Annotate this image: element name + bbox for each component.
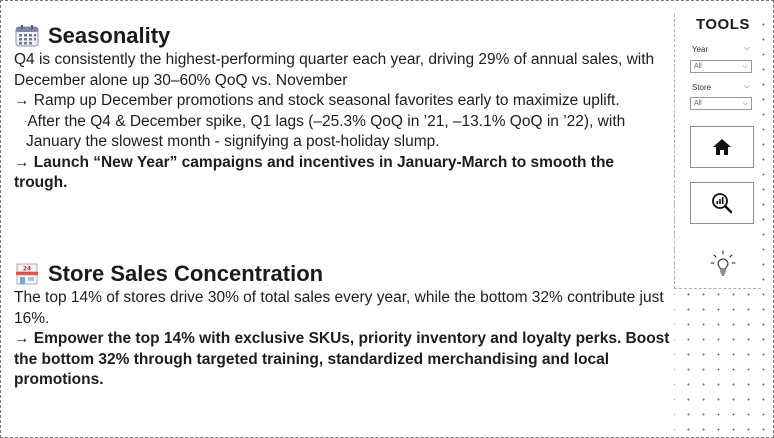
lightbulb-icon bbox=[710, 250, 736, 276]
store-slicer-collapse-icon[interactable]: ⌵ bbox=[744, 81, 751, 90]
store-concentration-heading: 24 Store Sales Concentration bbox=[14, 260, 674, 288]
seasonality-action-december: → Ramp up December promotions and stock … bbox=[14, 92, 620, 109]
tools-sidebar: TOOLS Year ⌵ All ⌵ Store ⌵ All ⌵ bbox=[674, 14, 774, 438]
seasonality-heading: Seasonality bbox=[14, 22, 670, 50]
year-slicer-value: All bbox=[694, 63, 702, 70]
store-slicer-label: Store bbox=[692, 83, 712, 92]
convenience-store-icon: 24 bbox=[14, 262, 40, 286]
bullet-dot: · bbox=[24, 115, 28, 127]
seasonality-section: Seasonality Q4 is consistently the highe… bbox=[14, 22, 670, 194]
home-button[interactable] bbox=[690, 126, 754, 168]
seasonality-finding-q4: Q4 is consistently the highest-performin… bbox=[14, 51, 655, 89]
store-slicer-dropdown[interactable]: All ⌵ bbox=[690, 97, 752, 110]
seasonality-finding-q1-text: After the Q4 & December spike, Q1 lags (… bbox=[26, 112, 626, 151]
magnifier-chart-icon bbox=[712, 193, 733, 214]
store-concentration-section: 24 Store Sales Concentration The top 14%… bbox=[14, 260, 674, 391]
year-slicer-label: Year bbox=[692, 45, 709, 54]
chevron-down-icon: ⌵ bbox=[742, 100, 748, 107]
calendar-icon bbox=[14, 24, 40, 48]
seasonality-action-new-year: → Launch “New Year” campaigns and incent… bbox=[14, 153, 615, 192]
home-icon bbox=[713, 139, 731, 155]
store-icon-text: 24 bbox=[23, 266, 31, 273]
store-finding: The top 14% of stores drive 30% of total… bbox=[14, 289, 664, 327]
chevron-down-icon: ⌵ bbox=[742, 63, 748, 70]
analytics-button[interactable] bbox=[690, 182, 754, 224]
store-slicer-value: All bbox=[694, 100, 702, 107]
seasonality-finding-q1: ·After the Q4 & December spike, Q1 lags … bbox=[14, 112, 670, 153]
seasonality-title: Seasonality bbox=[48, 23, 171, 48]
tools-panel-border bbox=[674, 14, 761, 289]
tools-title: TOOLS bbox=[696, 16, 750, 33]
year-slicer-collapse-icon[interactable]: ⌵ bbox=[744, 43, 751, 52]
store-action: → Empower the top 14% with exclusive SKU… bbox=[14, 330, 670, 388]
store-concentration-title: Store Sales Concentration bbox=[48, 261, 324, 286]
insights-button[interactable] bbox=[710, 250, 736, 278]
year-slicer-dropdown[interactable]: All ⌵ bbox=[690, 60, 752, 73]
